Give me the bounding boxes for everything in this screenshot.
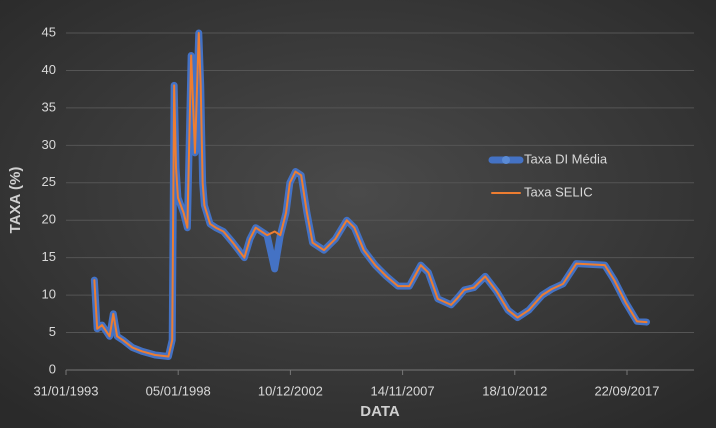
- y-tick-label: 0: [49, 361, 56, 376]
- y-tick-label: 10: [42, 287, 56, 302]
- x-tick-label: 31/01/1993: [33, 383, 98, 398]
- x-tick-label: 18/10/2012: [482, 383, 547, 398]
- y-axis-title: TAXA (%): [7, 167, 24, 234]
- y-tick-label: 30: [42, 137, 56, 152]
- y-tick-label: 35: [42, 99, 56, 114]
- y-tick-label: 5: [49, 324, 56, 339]
- x-tick-label: 14/11/2007: [371, 383, 435, 398]
- y-tick-label: 20: [42, 212, 56, 227]
- x-tick-label: 22/09/2017: [594, 383, 659, 398]
- x-axis-title: DATA: [360, 403, 400, 420]
- y-tick-label: 40: [42, 62, 56, 77]
- y-tick-label: 15: [42, 249, 56, 264]
- legend-label: Taxa DI Média: [524, 151, 608, 166]
- x-tick-label: 10/12/2002: [258, 383, 323, 398]
- y-tick-label: 45: [42, 24, 56, 39]
- x-tick-label: 05/01/1998: [146, 383, 211, 398]
- y-tick-label: 25: [42, 174, 56, 189]
- legend-label: Taxa SELIC: [524, 184, 593, 199]
- legend-marker: [502, 156, 510, 164]
- series-line: [93, 32, 648, 358]
